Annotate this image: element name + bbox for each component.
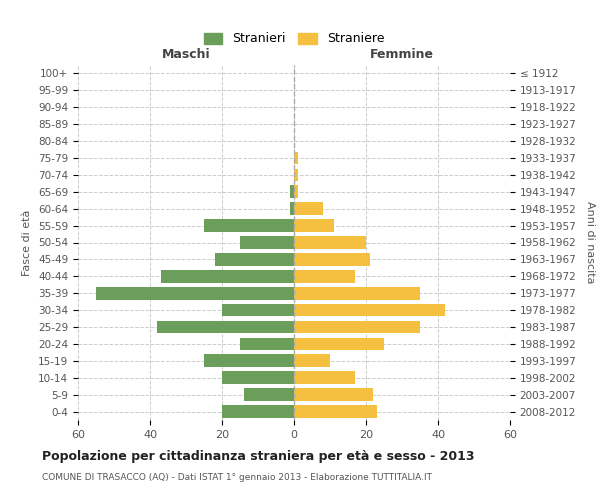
- Bar: [294, 287, 420, 300]
- Bar: [240, 236, 294, 249]
- Bar: [222, 304, 294, 316]
- Bar: [294, 270, 355, 282]
- Y-axis label: Anni di nascita: Anni di nascita: [585, 201, 595, 284]
- Y-axis label: Fasce di età: Fasce di età: [22, 210, 32, 276]
- Bar: [294, 236, 366, 249]
- Bar: [294, 372, 355, 384]
- Bar: [294, 338, 384, 350]
- Bar: [157, 320, 294, 334]
- Bar: [294, 168, 298, 181]
- Text: COMUNE DI TRASACCO (AQ) - Dati ISTAT 1° gennaio 2013 - Elaborazione TUTTITALIA.I: COMUNE DI TRASACCO (AQ) - Dati ISTAT 1° …: [42, 472, 432, 482]
- Bar: [290, 202, 294, 215]
- Bar: [204, 354, 294, 367]
- Bar: [294, 220, 334, 232]
- Bar: [222, 405, 294, 418]
- Bar: [294, 186, 298, 198]
- Bar: [294, 304, 445, 316]
- Text: Popolazione per cittadinanza straniera per età e sesso - 2013: Popolazione per cittadinanza straniera p…: [42, 450, 475, 463]
- Bar: [215, 253, 294, 266]
- Text: Femmine: Femmine: [370, 48, 434, 62]
- Bar: [294, 405, 377, 418]
- Bar: [240, 338, 294, 350]
- Bar: [294, 388, 373, 401]
- Bar: [294, 152, 298, 164]
- Bar: [294, 354, 330, 367]
- Bar: [294, 253, 370, 266]
- Legend: Stranieri, Straniere: Stranieri, Straniere: [200, 28, 388, 49]
- Bar: [161, 270, 294, 282]
- Bar: [96, 287, 294, 300]
- Bar: [222, 372, 294, 384]
- Bar: [290, 186, 294, 198]
- Bar: [294, 320, 420, 334]
- Bar: [294, 202, 323, 215]
- Bar: [244, 388, 294, 401]
- Bar: [204, 220, 294, 232]
- Text: Maschi: Maschi: [161, 48, 211, 62]
